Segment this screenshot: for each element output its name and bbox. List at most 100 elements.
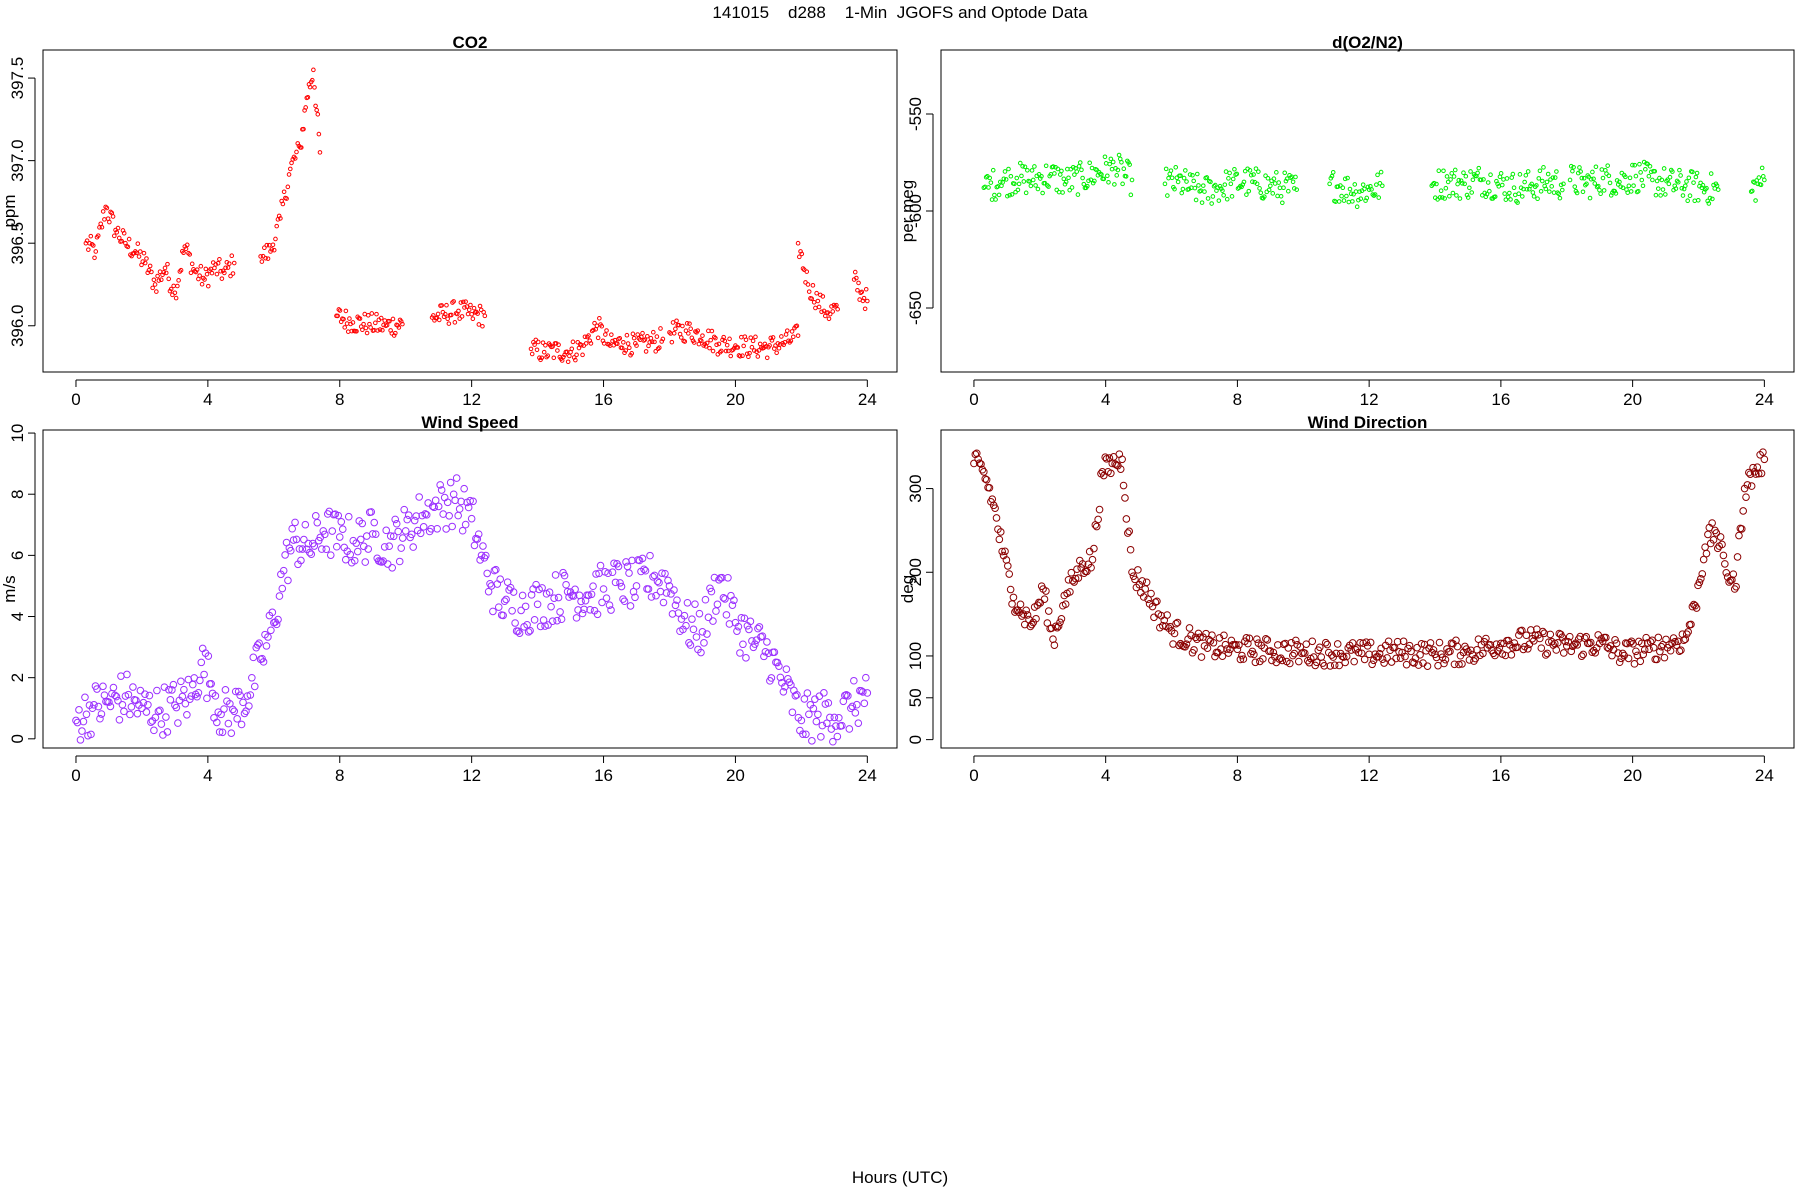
- o2n2-scatter-point: [987, 175, 992, 181]
- o2n2-scatter-point: [1485, 180, 1491, 185]
- co2-scatter-point: [859, 289, 865, 295]
- wind-speed-scatter-point: [204, 652, 213, 660]
- wind-direction-scatter-point: [1092, 522, 1101, 531]
- co2-scatter-point: [294, 149, 299, 155]
- co2-scatter-point: [119, 238, 125, 244]
- o2n2-scatter-point: [1454, 193, 1459, 198]
- o2n2-scatter-point: [1099, 172, 1104, 177]
- wind-direction-scatter-point: [978, 465, 987, 474]
- o2n2-x-tick-label: 12: [1360, 390, 1379, 409]
- wind-speed-scatter-point: [709, 617, 717, 625]
- co2-y-tick-label: 397.0: [8, 139, 27, 182]
- o2n2-scatter-point: [1023, 190, 1029, 196]
- wind-speed-scatter-point: [424, 499, 432, 507]
- wind-speed-scatter-point: [454, 511, 462, 520]
- wind-speed-scatter-point: [211, 692, 220, 700]
- o2n2-scatter-point: [1448, 177, 1453, 182]
- co2-scatter-point: [710, 348, 716, 354]
- wind-speed-scatter-point: [557, 615, 566, 624]
- co2-plot-frame: [42, 49, 898, 373]
- o2n2-scatter-point: [1377, 180, 1383, 186]
- co2-scatter-point: [364, 330, 370, 336]
- o2n2-scatter-point: [1339, 193, 1344, 199]
- wind-direction-scatter-point: [1066, 588, 1074, 596]
- wind-direction-scatter-point: [982, 475, 991, 484]
- wind-direction-scatter-point: [1067, 568, 1076, 577]
- wind-direction-scatter-point: [1166, 622, 1174, 631]
- wind-speed-x-tick-label: 12: [462, 766, 481, 785]
- wind-direction-scatter-point: [1190, 646, 1198, 654]
- o2n2-scatter-point: [1257, 186, 1262, 191]
- co2-scatter-point: [624, 332, 630, 338]
- o2n2-scatter-point: [1581, 175, 1587, 181]
- wind-speed-scatter-point: [521, 602, 530, 611]
- wind-speed-scatter-point: [724, 573, 732, 582]
- wind-speed-scatter-point: [382, 526, 391, 535]
- wind-direction-scatter-point: [1006, 585, 1015, 594]
- wind-speed-scatter-point: [332, 542, 341, 551]
- wind-direction-scatter-point: [1366, 638, 1375, 647]
- o2n2-scatter-point: [1443, 185, 1449, 191]
- co2-scatter-point: [806, 289, 812, 294]
- co2-scatter-point: [92, 255, 97, 261]
- wind-speed-scatter-point: [760, 652, 768, 661]
- wind-speed-scatter-point: [305, 548, 314, 557]
- wind-speed-scatter-point: [200, 670, 208, 679]
- co2-scatter-point: [861, 295, 867, 301]
- o2n2-scatter-point: [1163, 166, 1169, 172]
- co2-scatter-point: [789, 329, 795, 334]
- wind-direction-scatter-point: [1090, 544, 1098, 553]
- wind-direction-scatter-point: [1747, 482, 1756, 490]
- wind-speed-scatter-point: [224, 719, 233, 728]
- co2-data-point: [621, 339, 626, 345]
- o2n2-x-tick-label: 16: [1491, 390, 1510, 409]
- o2n2-scatter-point: [1673, 186, 1679, 191]
- co2-scatter-point: [263, 255, 268, 261]
- wind-direction-scatter-point: [1291, 636, 1300, 645]
- o2n2-scatter-point: [1247, 168, 1253, 173]
- co2-data-point: [541, 349, 547, 355]
- o2n2-scatter-point: [1455, 181, 1460, 187]
- wind-direction-scatter-point: [1208, 631, 1216, 640]
- wind-speed-x-tick-label: 8: [335, 766, 344, 785]
- wind-speed-scatter-point: [655, 578, 663, 587]
- co2-scatter-point: [373, 320, 378, 326]
- wind-direction-scatter-point: [1636, 657, 1645, 666]
- o2n2-y-tick-label: -650: [906, 291, 925, 325]
- wind-direction-scatter-point: [1073, 565, 1081, 573]
- wind-speed-scatter-point: [697, 648, 705, 657]
- wind-speed-scatter-point: [745, 625, 753, 634]
- o2n2-scatter-point: [1276, 180, 1282, 185]
- wind-direction-scatter-point: [1426, 639, 1435, 647]
- wind-speed-scatter-point: [233, 715, 241, 723]
- wind-direction-scatter-point: [1687, 620, 1695, 629]
- o2n2-scatter-point: [1465, 195, 1471, 200]
- co2-scatter-point: [617, 335, 623, 341]
- wind-direction-scatter-point: [1633, 651, 1642, 660]
- wind-direction-scatter-point: [1537, 644, 1546, 652]
- o2n2-scatter-point: [1039, 174, 1044, 179]
- wind-direction-scatter-point: [1302, 640, 1311, 648]
- wind-speed-scatter-point: [805, 710, 813, 719]
- wind-speed-scatter-point: [850, 676, 858, 685]
- co2-scatter-point: [743, 337, 749, 343]
- o2n2-scatter-point: [1710, 196, 1715, 202]
- o2n2-scatter-point: [1362, 186, 1367, 192]
- co2-scatter-point: [430, 313, 436, 318]
- wind-speed-scatter-point: [166, 696, 175, 704]
- co2-scatter-point: [265, 256, 271, 261]
- wind-direction-scatter-point: [1122, 515, 1131, 523]
- o2n2-scatter-point: [986, 185, 991, 190]
- wind-speed-data-point: [289, 536, 298, 544]
- wind-speed-scatter-point: [136, 686, 145, 695]
- wind-speed-data-point: [698, 628, 707, 636]
- wind-speed-data-point: [517, 606, 525, 615]
- wind-speed-data-point: [649, 572, 657, 581]
- co2-scatter-point: [814, 290, 819, 296]
- wind-direction-data-point: [1332, 649, 1341, 658]
- co2-scatter-point: [377, 327, 383, 332]
- wind-speed-scatter-point: [268, 608, 277, 617]
- wind-direction-scatter-point: [975, 459, 984, 467]
- wind-speed-data-point: [335, 533, 344, 541]
- o2n2-scatter-point: [1062, 181, 1068, 187]
